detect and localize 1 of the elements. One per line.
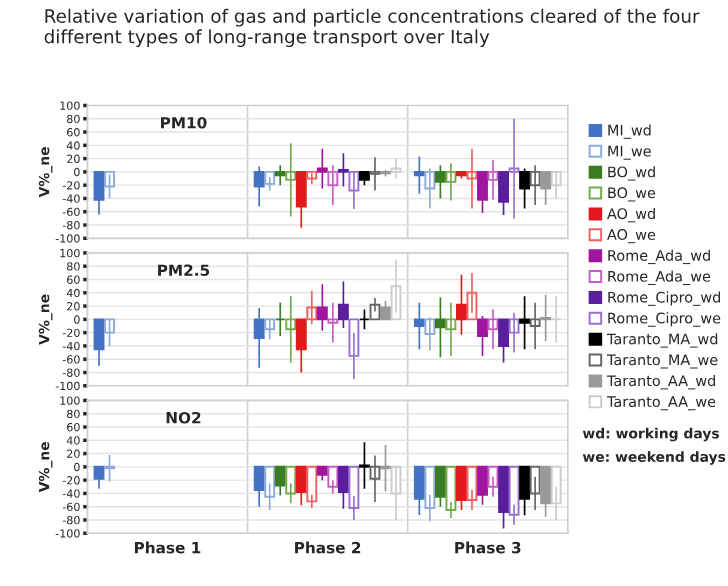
chart-title: Relative variation of gas and particle concentrations cleared of the four different types of long-range transport over Italy (44, 8, 700, 48)
